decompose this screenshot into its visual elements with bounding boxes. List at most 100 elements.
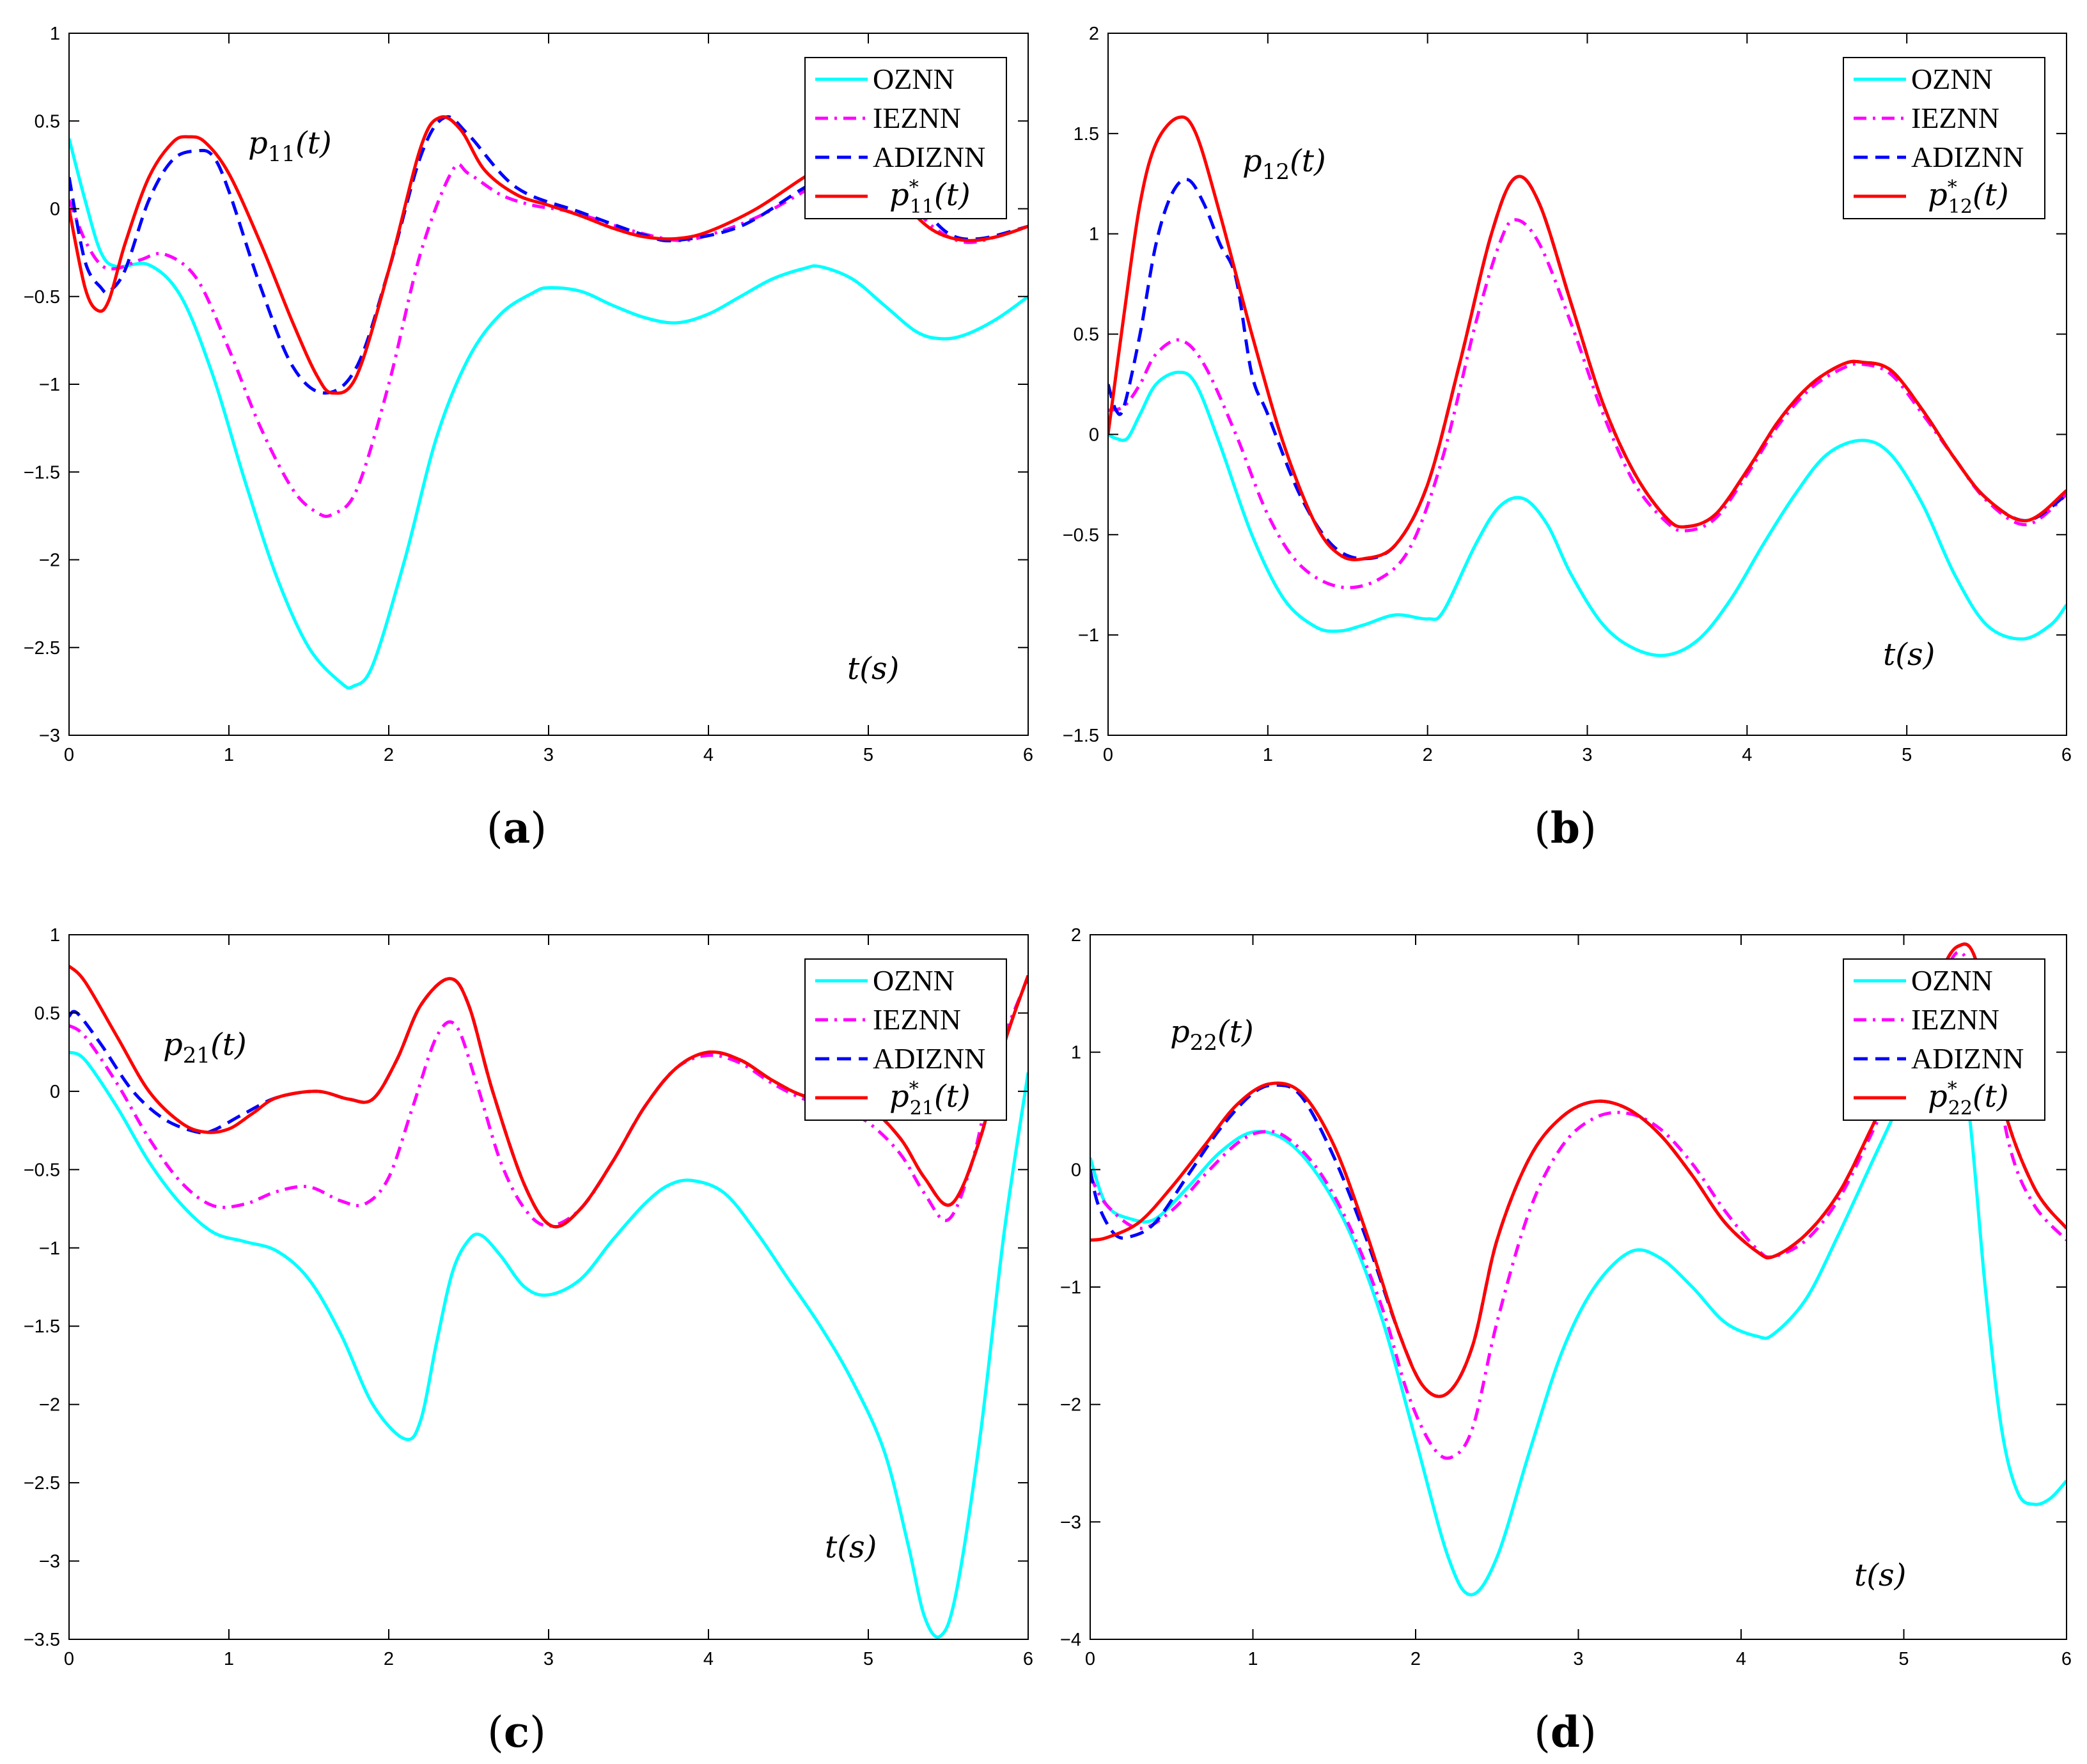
curve-label: p22(t): [1170, 1014, 1254, 1056]
x-tick-label: 1: [224, 1649, 234, 1669]
legend-box: [1843, 958, 2045, 1121]
series-line-ieznn: [69, 162, 1028, 519]
panel-a: 0 1 2 3 4 5 6 −3 −2.5 −2 −1.5 −1 −0.5 0 0.5 1 p11(t) t(s)…: [24, 24, 1033, 853]
series-line-ieznn: [69, 976, 1028, 1228]
series-group: [69, 965, 1028, 1639]
series-line-ieznn: [1090, 950, 2067, 1460]
legend-label-adiznn: ADIZNN: [873, 141, 985, 173]
x-tick-label: 4: [703, 745, 714, 765]
legend-box: [804, 958, 1007, 1121]
legend-label-ieznn: IEZNN: [1911, 1003, 1999, 1036]
y-tick-label: 1: [1089, 224, 1099, 245]
y-tick-label: −0.5: [1063, 525, 1099, 545]
curve-label: p12(t): [1242, 143, 1326, 185]
legend-label-ieznn: IEZNN: [873, 1003, 961, 1036]
legend-label-adiznn: ADIZNN: [1911, 141, 2024, 173]
y-tick-label: −3.5: [24, 1630, 60, 1650]
legend-label-target: p* 12(t): [1928, 176, 2009, 218]
y-tick-label: 0.5: [35, 1003, 60, 1024]
x-tick-label: 0: [1085, 1649, 1095, 1669]
legend-label-target: p* 11(t): [889, 176, 971, 218]
y-tick-label: 1.5: [1074, 124, 1099, 144]
y-tick-label: −2: [1060, 1395, 1081, 1416]
x-tick-label: 2: [384, 1649, 394, 1669]
x-tick-label: 6: [2061, 1649, 2072, 1669]
legend-label-ieznn: IEZNN: [873, 102, 961, 134]
x-tick-label: 6: [1023, 1649, 1033, 1669]
y-tick-label: 1: [50, 925, 60, 946]
y-tick-label: 0: [50, 199, 60, 220]
series-line-target: [69, 965, 1028, 1229]
y-tick-label: −1: [1060, 1277, 1081, 1298]
time-axis-label: t(s): [1883, 637, 1935, 673]
panel-d: 0 1 2 3 4 5 6 −4 −3 −2 −1 0 1 2 p22(t) t(s) OZNN IEZNN ADI…: [1060, 925, 2072, 1757]
x-tick-label: 0: [1103, 745, 1113, 765]
y-tick-label: −0.5: [24, 287, 60, 308]
y-tick-label: −1: [1078, 625, 1099, 646]
x-tick-label: 0: [64, 745, 74, 765]
y-tick-label: −2: [39, 1395, 60, 1416]
legend-label-oznn: OZNN: [1911, 964, 1993, 997]
y-tick-label: −2.5: [24, 1473, 60, 1494]
legend-label-oznn: OZNN: [1911, 63, 1993, 95]
y-tick-label: −3: [1060, 1512, 1081, 1533]
y-tick-label: 0: [1071, 1160, 1081, 1180]
x-tick-label: 5: [1902, 745, 1912, 765]
y-tick-label: 2: [1089, 24, 1099, 44]
panel-label: (b): [1534, 803, 1597, 853]
x-tick-label: 5: [1898, 1649, 1909, 1669]
x-tick-label: 2: [384, 745, 394, 765]
legend-label-target: p* 21(t): [889, 1078, 971, 1120]
y-tick-label: 0.5: [1074, 325, 1099, 345]
x-tick-label: 4: [1736, 1649, 1746, 1669]
panel-b: 0 1 2 3 4 5 6 −1.5 −1 −0.5 0 0.5 1 1.5 2 p12(t) t(s) OZNN…: [1063, 24, 2072, 853]
x-tick-label: 3: [543, 745, 554, 765]
series-line-ieznn: [1108, 218, 2067, 589]
y-tick-label: 1: [50, 24, 60, 44]
x-tick-label: 5: [863, 745, 873, 765]
series-line-oznn: [1108, 370, 2067, 657]
legend-box: [804, 57, 1007, 219]
y-tick-label: 2: [1071, 925, 1081, 946]
x-tick-label: 3: [1582, 745, 1592, 765]
series-line-oznn: [69, 1050, 1028, 1639]
series-line-oznn: [1090, 1011, 2067, 1596]
y-tick-label: −4: [1060, 1630, 1081, 1650]
x-tick-label: 1: [1263, 745, 1273, 765]
y-tick-label: 0: [1089, 425, 1099, 445]
y-tick-label: −2.5: [24, 638, 60, 659]
series-line-target: [1108, 115, 2067, 561]
curve-label: p11(t): [248, 125, 332, 167]
legend-label-adiznn: ADIZNN: [873, 1042, 985, 1075]
panel-label: (d): [1534, 1707, 1597, 1757]
legend-label-oznn: OZNN: [873, 63, 955, 95]
series-group: [1108, 115, 2067, 657]
x-tick-label: 4: [703, 1649, 714, 1669]
time-axis-label: t(s): [825, 1529, 877, 1565]
time-axis-label: t(s): [1854, 1557, 1906, 1593]
x-tick-label: 1: [224, 745, 234, 765]
x-tick-label: 3: [543, 1649, 554, 1669]
x-tick-label: 2: [1411, 1649, 1421, 1669]
panel-c: 0 1 2 3 4 5 6 −3.5 −3 −2.5 −2 −1.5 −1 −0.5 0 0.5 1 p21(t)…: [24, 925, 1033, 1757]
legend-box: [1843, 57, 2045, 219]
x-tick-label: 5: [863, 1649, 873, 1669]
y-tick-label: −2: [39, 550, 60, 571]
legend-label-ieznn: IEZNN: [1911, 102, 1999, 134]
y-tick-label: −1: [39, 375, 60, 395]
panel-label: (a): [487, 803, 547, 853]
legend-label-oznn: OZNN: [873, 964, 955, 997]
y-tick-label: 1: [1071, 1043, 1081, 1063]
x-tick-label: 2: [1423, 745, 1433, 765]
y-tick-label: −3: [39, 726, 60, 746]
x-tick-label: 0: [64, 1649, 74, 1669]
y-tick-label: −1.5: [24, 1316, 60, 1337]
series-line-oznn: [69, 138, 1028, 690]
y-tick-label: −3: [39, 1552, 60, 1572]
x-tick-label: 4: [1742, 745, 1752, 765]
